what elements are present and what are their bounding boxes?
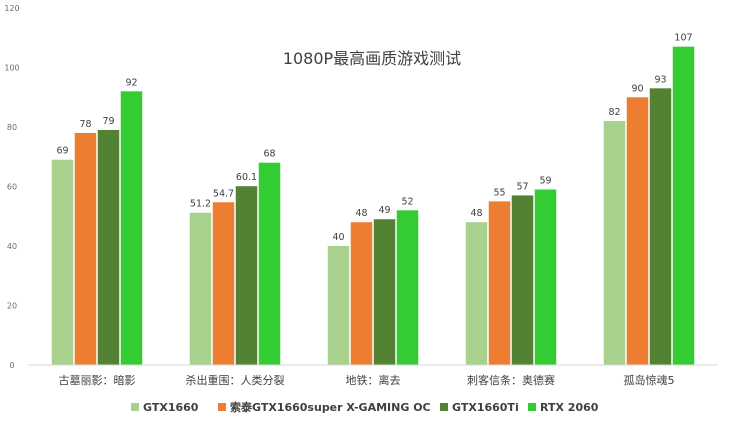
data-label: 68 [263,149,275,160]
legend-label: 索泰GTX1660super X-GAMING OC [230,400,431,414]
bars-group: 69 78 79 92 51.254.760.1 68 40 48 49 52 48 55 57 59 82… [51,33,695,366]
bar-3-2 [235,186,258,365]
bar-1-5 [603,121,626,365]
y-tick-label: 100 [4,64,19,73]
legend-label: RTX 2060 [540,401,599,414]
data-label: 60.1 [236,172,257,183]
legend-label: GTX1660 [143,401,199,414]
data-label: 92 [125,77,137,88]
data-label: 52 [401,196,413,207]
bar-2-5 [626,97,649,365]
data-label: 48 [470,208,482,219]
x-tick-label: 地铁：离去 [346,373,401,387]
bar-4-4 [534,189,557,365]
data-label: 55 [493,187,505,198]
y-axis: 0 20 40 60 80 100 120 [4,4,19,370]
legend: GTX1660 索泰GTX1660super X-GAMING OC GTX1660… [131,400,599,414]
x-axis: 古墓丽影：暗影 杀出重围：人类分裂 地铁：离去 刺客信条：奥德赛 孤岛惊魂5 [28,364,718,387]
data-label: 107 [674,33,692,44]
data-label: 59 [539,175,551,186]
y-tick-label: 60 [7,183,17,192]
data-label: 79 [102,116,114,127]
data-label: 48 [355,208,367,219]
data-label: 69 [56,146,68,157]
data-label: 51.2 [190,199,211,210]
bar-1-1 [51,159,74,365]
bar-4-5 [672,46,695,366]
legend-label: GTX1660Ti [452,401,519,414]
data-label: 82 [608,107,620,118]
bar-4-3 [396,210,419,365]
data-label: 49 [378,205,390,216]
legend-swatch [218,403,226,411]
data-label: 57 [516,181,528,192]
y-tick-label: 20 [7,302,17,311]
bar-4-2 [258,162,281,365]
bar-1-2 [189,212,212,365]
legend-swatch [440,403,448,411]
bar-3-4 [511,195,534,365]
x-tick-label: 杀出重围：人类分裂 [186,373,285,387]
y-tick-label: 80 [7,123,17,132]
data-label: 54.7 [213,188,234,199]
bar-1-3 [327,246,350,365]
legend-swatch [131,403,139,411]
bar-1-4 [465,222,488,365]
y-tick-label: 40 [7,242,17,251]
bar-3-1 [97,129,120,365]
x-tick-label: 孤岛惊魂5 [624,373,675,387]
x-tick-label: 古墓丽影：暗影 [59,373,136,387]
bar-2-2 [212,202,235,365]
bar-3-3 [373,219,396,365]
y-tick-label: 0 [9,361,14,370]
data-label: 90 [631,83,643,94]
bar-2-1 [74,132,97,365]
legend-swatch [528,403,536,411]
x-tick-label: 刺客信条：奥德赛 [467,373,555,387]
bar-4-1 [120,91,143,366]
data-label: 78 [79,119,91,130]
bar-3-5 [649,88,672,365]
y-tick-label: 120 [4,4,19,13]
data-label: 93 [654,74,666,85]
data-label: 40 [332,232,344,243]
bar-2-4 [488,201,511,365]
chart-title: 1080P最高画质游戏测试 [283,49,461,68]
bar-2-3 [350,222,373,365]
